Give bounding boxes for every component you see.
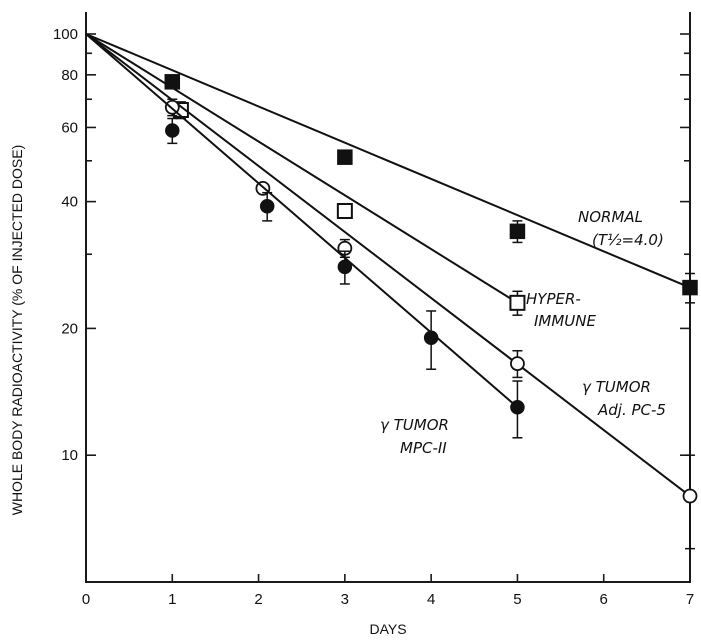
series-2-point-3 bbox=[510, 356, 525, 371]
label-hyperimmune-line1: HYPER- bbox=[526, 290, 581, 308]
series-3-point-3 bbox=[423, 330, 439, 346]
y-tick-label-10: 10 bbox=[61, 447, 78, 464]
x-tick-label-5: 5 bbox=[513, 591, 521, 608]
x-axis-title: DAYS bbox=[369, 621, 406, 637]
y-axis-title: WHOLE BODY RADIOACTIVITY (% OF INJECTED … bbox=[9, 145, 25, 516]
label-mpc11-line1: γ TUMOR bbox=[380, 416, 449, 434]
series-3-point-0 bbox=[165, 123, 180, 138]
series-1-fit-line bbox=[85, 33, 518, 304]
label-mpc11-line2: MPC-II bbox=[400, 439, 447, 457]
series-0-point-1 bbox=[337, 149, 353, 165]
series-3-point-1 bbox=[259, 198, 275, 214]
series-labels: NORMAL (T½=4.0) HYPER- IMMUNE γ TUMOR Ad… bbox=[380, 208, 666, 457]
series-0 bbox=[85, 33, 698, 304]
y-tick-label-60: 60 bbox=[61, 119, 78, 136]
x-tick-label-0: 0 bbox=[82, 591, 90, 608]
x-tick-label-3: 3 bbox=[341, 591, 349, 608]
series-1 bbox=[85, 33, 526, 316]
series-2 bbox=[85, 33, 698, 550]
label-pc5-line1: γ TUMOR bbox=[582, 378, 651, 396]
series-0-fit-line bbox=[85, 33, 691, 289]
series-1-point-2 bbox=[509, 294, 526, 311]
y-tick-label-20: 20 bbox=[61, 320, 78, 337]
series-layer bbox=[85, 33, 698, 550]
label-hyperimmune-line2: IMMUNE bbox=[534, 312, 597, 330]
label-normal-line2: (T½=4.0) bbox=[592, 231, 664, 249]
y-tick-label-80: 80 bbox=[61, 67, 78, 84]
series-3-point-2 bbox=[337, 259, 353, 275]
series-1-point-1 bbox=[336, 202, 353, 219]
series-0-point-3 bbox=[682, 279, 698, 296]
label-pc5-line2: Adj. PC-5 bbox=[597, 401, 666, 419]
series-0-point-2 bbox=[509, 223, 526, 240]
y-tick-label-100: 100 bbox=[53, 26, 78, 43]
series-2-point-4 bbox=[682, 488, 698, 504]
series-3 bbox=[85, 33, 525, 439]
x-tick-label-7: 7 bbox=[686, 591, 694, 608]
ticks: 0 1 2 3 4 5 6 7 100 80 60 40 20 10 bbox=[53, 26, 694, 608]
x-tick-label-4: 4 bbox=[427, 591, 435, 608]
series-3-point-4 bbox=[510, 399, 525, 415]
x-tick-label-2: 2 bbox=[254, 591, 262, 608]
y-tick-label-40: 40 bbox=[61, 194, 78, 211]
series-2-fit-line bbox=[85, 33, 691, 497]
label-normal-line1: NORMAL bbox=[578, 208, 643, 226]
x-tick-label-1: 1 bbox=[168, 591, 176, 608]
axes bbox=[85, 12, 691, 583]
plot-frame bbox=[85, 12, 691, 583]
series-3-fit-line bbox=[85, 33, 519, 408]
x-tick-label-6: 6 bbox=[600, 591, 608, 608]
